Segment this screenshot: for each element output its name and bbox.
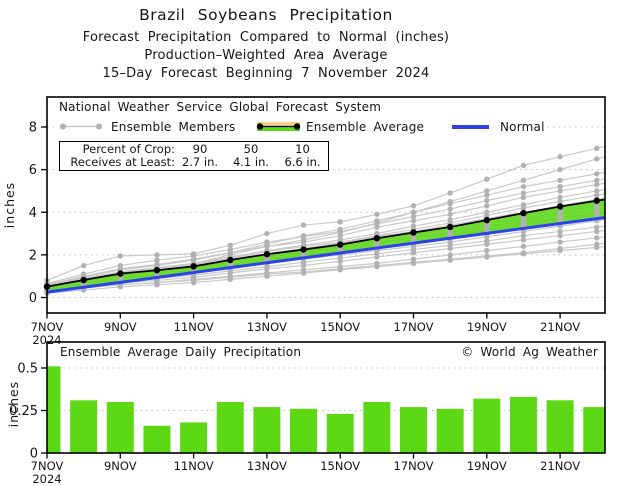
legend-ensemble-average-label: Ensemble Average — [306, 120, 425, 134]
daily-bar — [290, 408, 318, 453]
daily-bar — [473, 398, 501, 453]
row2-value-10pct: 6.6 in. — [284, 155, 321, 169]
daily-bar — [216, 402, 244, 453]
page-subtitle-3: 15–Day Forecast Beginning 7 November 202… — [102, 66, 430, 81]
x-tick-label: 17NOV — [394, 320, 434, 334]
y-tick-label: 0 — [29, 291, 37, 306]
x-tick-label: 9NOV — [104, 320, 137, 334]
x-tick-label: 13NOV — [247, 459, 287, 473]
x-tick-label: 11NOV — [174, 320, 214, 334]
x-tick-label: 17NOV — [394, 459, 434, 473]
daily-bar — [253, 407, 281, 453]
row1-label: Percent of Crop: — [82, 142, 175, 156]
daily-chart-title: Ensemble Average Daily Precipitation — [60, 345, 302, 359]
y-tick-label: 0.5 — [17, 362, 38, 377]
ensemble-average-swatch-icon — [256, 122, 301, 131]
page-subtitle-1: Forecast Precipitation Compared to Norma… — [82, 30, 450, 45]
page-title: Brazil Soybeans Precipitation — [139, 6, 393, 24]
x-tick-label: 19NOV — [467, 320, 507, 334]
x-tick-label: 7NOV — [31, 320, 64, 334]
normal-line — [46, 216, 606, 294]
legend-ensemble-members-label: Ensemble Members — [111, 120, 236, 134]
y-axis: 0 2 4 6 8 inches — [2, 121, 47, 306]
daily-bar — [363, 402, 391, 453]
legend-normal-label: Normal — [500, 120, 545, 134]
x-year-label: 2024 — [32, 472, 61, 486]
row2-label: Receives at Least: — [70, 155, 175, 169]
page-subtitle-2: Production–Weighted Area Average — [144, 48, 388, 63]
copyright-credit: © World Ag Weather — [461, 345, 598, 359]
table-row: Receives at Least: 2.7 in. 4.1 in. 6.6 i… — [60, 156, 328, 169]
daily-bar — [546, 400, 574, 453]
daily-bar — [70, 400, 98, 453]
x-tick-label: 19NOV — [467, 459, 507, 473]
plot-frame — [46, 341, 606, 454]
y-tick-label: 6 — [29, 163, 37, 178]
row1-value-10pct: 10 — [295, 142, 310, 156]
x-tick-label: 9NOV — [104, 459, 137, 473]
daily-bar — [47, 366, 61, 453]
x-tick-label: 21NOV — [540, 459, 580, 473]
x-tick-label: 11NOV — [174, 459, 214, 473]
legend-source-line: National Weather Service Global Forecast… — [59, 100, 382, 114]
daily-bar — [436, 408, 464, 453]
daily-bar — [326, 413, 354, 453]
row2-value-90pct: 2.7 in. — [181, 155, 219, 169]
row2-value-50pct: 4.1 in. — [232, 155, 270, 169]
daily-bars — [47, 366, 605, 453]
x-tick-label: 7NOV — [31, 459, 64, 473]
y-axis-title: inches — [2, 182, 17, 228]
ensemble-average-dots — [43, 197, 600, 290]
daily-bar — [400, 407, 427, 453]
above-normal-fill — [47, 199, 605, 293]
daily-bar — [106, 402, 134, 453]
ensemble-members-swatch-icon — [60, 123, 102, 130]
y-tick-label: 4 — [29, 206, 37, 221]
row1-value-90pct: 90 — [192, 142, 208, 156]
y-axis-title: inches — [6, 381, 21, 427]
x-tick-label: 15NOV — [320, 459, 360, 473]
y-tick-label: 0.25 — [9, 404, 38, 419]
percent-of-crop-table: Percent of Crop: 90 50 10 Receives at Le… — [59, 141, 329, 171]
daily-bar — [583, 407, 605, 453]
daily-bar — [143, 425, 171, 453]
daily-bar — [180, 422, 208, 453]
x-tick-label: 15NOV — [320, 320, 360, 334]
y-tick-label: 8 — [29, 121, 37, 136]
y-axis: 0 0.25 0.5 inches — [6, 362, 47, 462]
x-year-label: 2024 — [32, 333, 61, 347]
x-tick-label: 13NOV — [247, 320, 287, 334]
x-tick-label: 21NOV — [540, 320, 580, 334]
row1-value-50pct: 50 — [243, 142, 259, 156]
daily-bar — [509, 396, 537, 453]
y-tick-label: 0 — [30, 447, 38, 462]
y-tick-label: 2 — [29, 248, 37, 263]
normal-swatch-icon — [452, 125, 489, 129]
plot-frame — [46, 96, 606, 314]
table-row: Percent of Crop: 90 50 10 — [60, 143, 328, 156]
